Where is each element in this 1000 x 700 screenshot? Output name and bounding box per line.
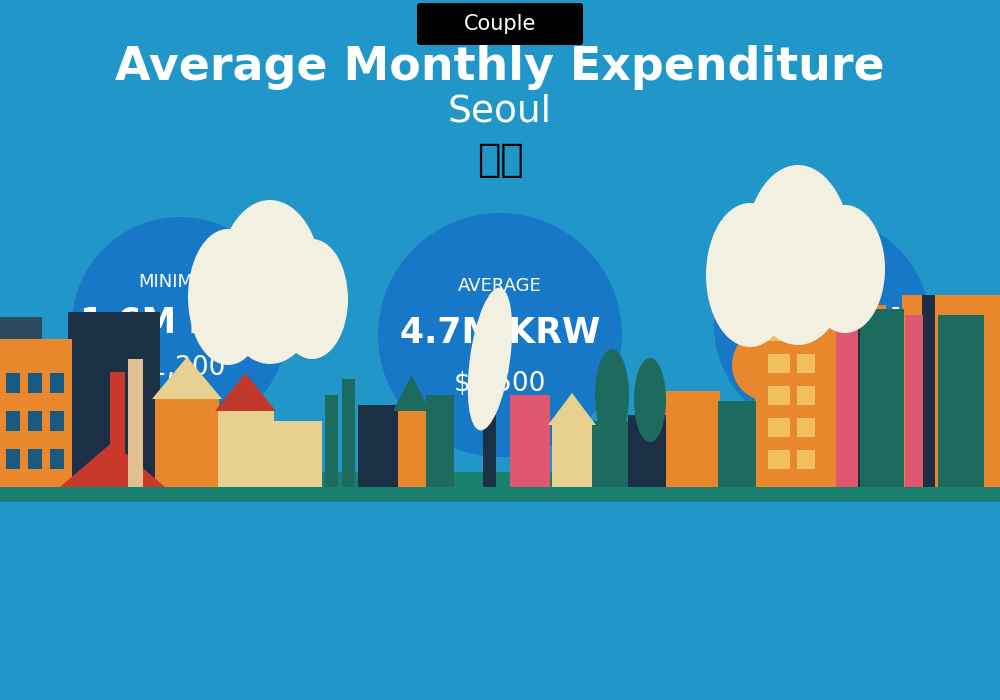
Bar (860, 309, 904, 487)
Circle shape (732, 329, 804, 401)
Bar (0, 339, 72, 487)
Bar (848, 305, 861, 487)
Bar (797, 386, 815, 405)
Bar (797, 450, 815, 469)
Bar (426, 395, 454, 487)
Bar (797, 322, 815, 341)
Ellipse shape (634, 358, 666, 442)
Bar (768, 450, 790, 469)
Bar (28, 373, 42, 393)
Bar (272, 421, 322, 487)
Bar (768, 354, 790, 373)
Bar (110, 372, 125, 487)
FancyBboxPatch shape (417, 3, 583, 45)
Bar (50, 449, 64, 469)
Bar (483, 415, 496, 487)
Bar (628, 415, 666, 487)
Bar (905, 315, 923, 487)
Bar (342, 379, 355, 487)
Bar (68, 312, 160, 487)
Bar (128, 359, 143, 487)
Circle shape (378, 213, 622, 457)
Bar (28, 411, 42, 431)
Bar (155, 399, 219, 487)
Text: MINIMUM: MINIMUM (138, 273, 222, 290)
Bar (6, 449, 20, 469)
Text: AVERAGE: AVERAGE (458, 277, 542, 295)
Bar (768, 322, 790, 341)
Ellipse shape (744, 165, 852, 345)
Text: MAXIMUM: MAXIMUM (777, 273, 867, 290)
Polygon shape (215, 373, 276, 411)
Text: Couple: Couple (464, 14, 536, 34)
Bar (922, 295, 935, 487)
Circle shape (72, 217, 288, 433)
Ellipse shape (805, 205, 885, 333)
Bar (938, 315, 984, 487)
Ellipse shape (595, 349, 629, 441)
Text: $19,000: $19,000 (767, 355, 877, 382)
Bar (797, 354, 815, 373)
Ellipse shape (706, 203, 794, 347)
Bar (552, 425, 594, 487)
Polygon shape (548, 393, 596, 425)
Bar (662, 391, 720, 487)
Text: $3,500: $3,500 (454, 371, 546, 397)
Text: 🇰🇷: 🇰🇷 (477, 141, 523, 179)
Bar (218, 411, 274, 487)
Ellipse shape (188, 229, 268, 365)
Ellipse shape (218, 200, 322, 364)
Circle shape (84, 313, 152, 381)
Text: $1,200: $1,200 (134, 355, 226, 382)
Bar (510, 395, 550, 487)
Ellipse shape (468, 288, 512, 430)
Polygon shape (393, 375, 430, 411)
Bar (768, 418, 790, 437)
Bar (398, 411, 428, 487)
Polygon shape (152, 357, 222, 399)
Text: Seoul: Seoul (448, 94, 552, 130)
Polygon shape (60, 442, 165, 487)
Ellipse shape (276, 239, 348, 359)
Bar (6, 373, 20, 393)
Bar (902, 295, 1000, 487)
Bar (28, 449, 42, 469)
Bar (50, 411, 64, 431)
Bar (358, 405, 400, 487)
Circle shape (714, 217, 930, 433)
Bar (718, 401, 756, 487)
Text: 4.7M KRW: 4.7M KRW (400, 316, 600, 349)
Text: 25M KRW: 25M KRW (728, 306, 916, 340)
Text: Average Monthly Expenditure: Average Monthly Expenditure (115, 46, 885, 90)
Bar (0, 317, 42, 487)
Bar (592, 421, 630, 487)
Bar (826, 305, 886, 487)
Bar (755, 309, 829, 487)
Bar (836, 329, 858, 487)
Bar (797, 418, 815, 437)
Bar (6, 411, 20, 431)
Bar (0, 472, 1000, 502)
Bar (768, 386, 790, 405)
Bar (325, 395, 338, 487)
Text: 1.6M KRW: 1.6M KRW (80, 306, 280, 340)
Bar (50, 373, 64, 393)
